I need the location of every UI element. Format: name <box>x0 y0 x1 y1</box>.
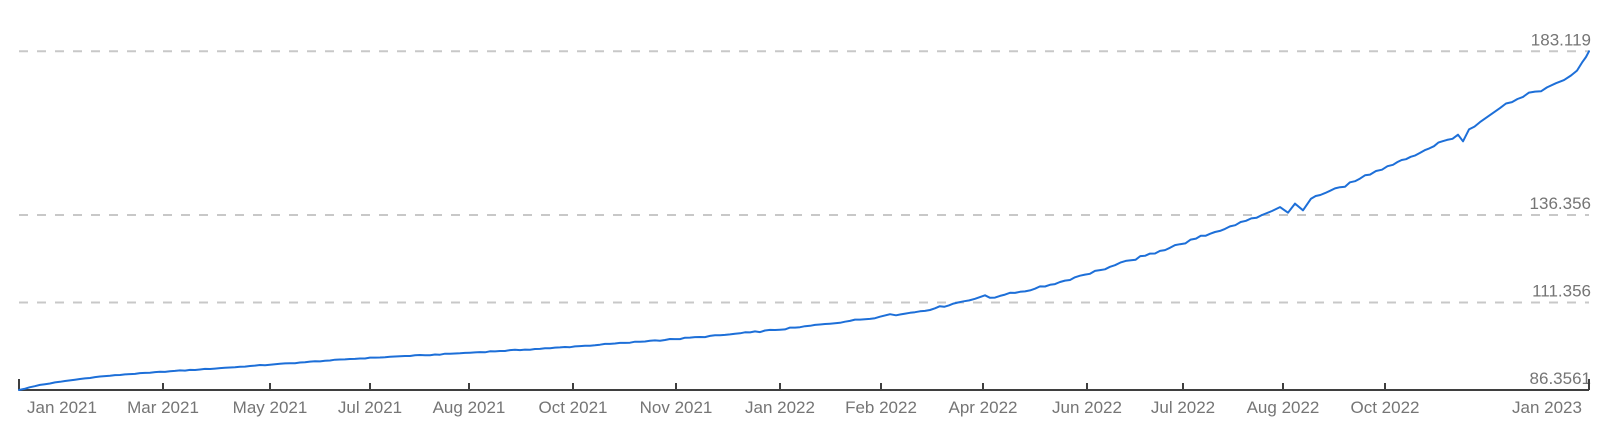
x-axis-label: Mar 2021 <box>127 398 199 417</box>
x-axis-label: May 2021 <box>233 398 308 417</box>
x-axis-label: Oct 2022 <box>1351 398 1420 417</box>
x-axis-label: Jun 2022 <box>1052 398 1122 417</box>
x-axis-label: Aug 2021 <box>433 398 506 417</box>
x-axis-label: Apr 2022 <box>949 398 1018 417</box>
x-axis-label: Oct 2021 <box>539 398 608 417</box>
x-axis-label: Jan 2021 <box>27 398 97 417</box>
x-axis-label: Nov 2021 <box>640 398 713 417</box>
y-axis-label: 111.356 <box>1532 282 1591 301</box>
x-axis-label: Jul 2021 <box>338 398 402 417</box>
x-axis-label: Aug 2022 <box>1247 398 1320 417</box>
x-axis-label: Jan 2022 <box>745 398 815 417</box>
x-axis-label: Jan 2023 <box>1512 398 1582 417</box>
y-axis-label: 86.3561 <box>1530 369 1591 388</box>
x-axis-label: Feb 2022 <box>845 398 917 417</box>
price-line-series <box>18 50 1590 391</box>
y-axis-label: 183.119 <box>1531 30 1591 49</box>
x-axis-label: Jul 2022 <box>1151 398 1215 417</box>
y-axis-label: 136.356 <box>1530 194 1591 213</box>
